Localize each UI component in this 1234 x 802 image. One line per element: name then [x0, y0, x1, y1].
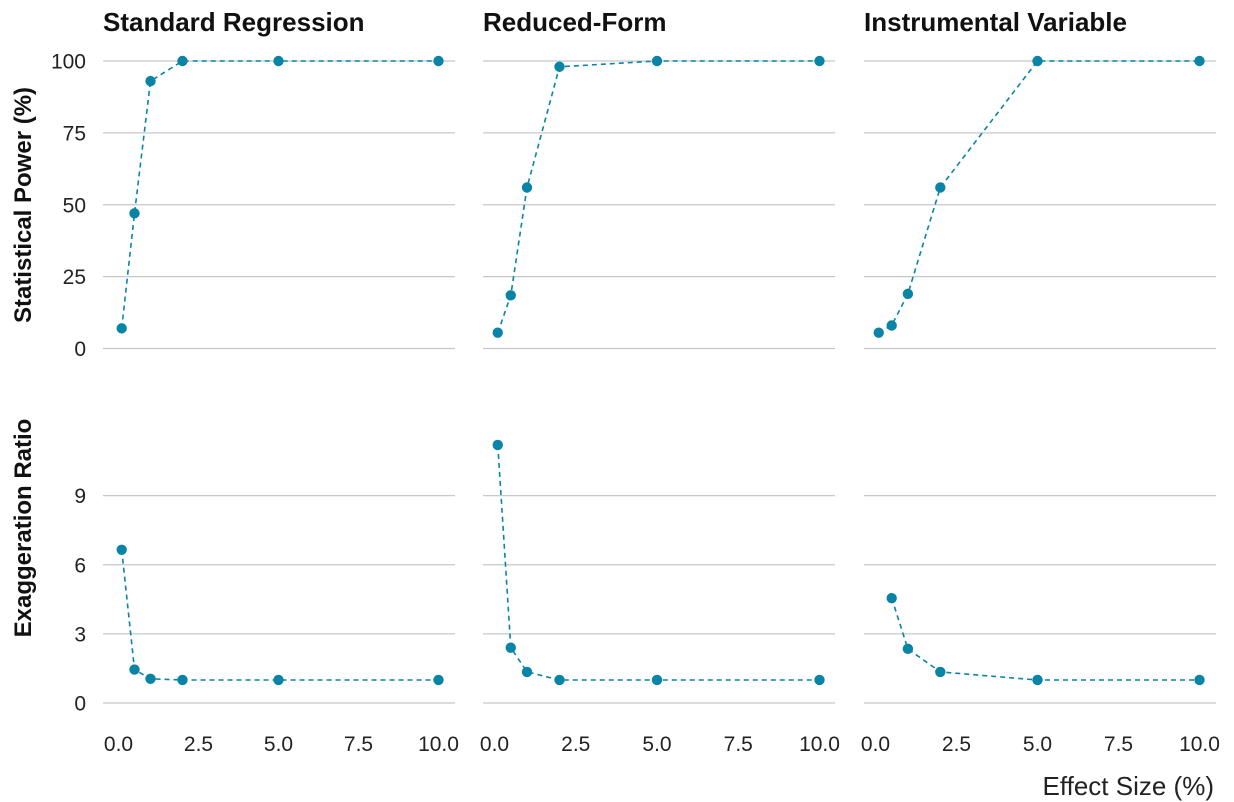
- panel-4-x-tick-label-4: 10.0: [799, 733, 840, 756]
- panel-4-point-1: [505, 642, 516, 653]
- panel-3-x-tick-label-1: 2.5: [184, 733, 213, 756]
- panel-5-point-1: [902, 643, 914, 655]
- panel-5-x-tick-label-4: 10.0: [1179, 733, 1220, 756]
- panel-3-x-tick-label-0: 0.0: [104, 733, 133, 756]
- panel-0-y-tick-label-2: 50: [63, 194, 86, 217]
- panel-0-point-1: [129, 208, 140, 219]
- panel-3-point-0: [116, 544, 127, 555]
- panel-0-series-line: [120, 60, 439, 329]
- panel-4-x-tick-label-1: 2.5: [561, 733, 590, 756]
- panel-5-x-tick-label-1: 2.5: [942, 733, 971, 756]
- panel-3-point-5: [433, 674, 444, 686]
- panel-0-y-tick-label-0: 0: [74, 338, 86, 361]
- panel-0-point-3: [177, 55, 188, 67]
- panel-4-point-5: [814, 674, 825, 686]
- panel-5-x-tick-label-3: 7.5: [1104, 733, 1133, 756]
- panel-2-point-2: [902, 288, 914, 300]
- panel-5: 0.0 2.5 5.0 7.5 10.0: [861, 494, 1220, 756]
- panel-5-point-4: [1194, 674, 1205, 686]
- panel-3-x-tick-label-4: 10.0: [418, 733, 459, 756]
- panel-4: 0.0 2.5 5.0 7.5 10.0: [480, 439, 840, 756]
- panel-4-point-2: [521, 666, 533, 678]
- panel-0-y-tick-label-4: 100: [51, 51, 86, 74]
- panel-2: [864, 55, 1216, 350]
- panel-2-point-0: [873, 327, 884, 338]
- panel-1-series-line: [497, 60, 820, 333]
- panel-3-point-3: [177, 674, 188, 686]
- panel-4-x-tick-label-3: 7.5: [724, 733, 753, 756]
- panel-3-y-tick-label-1: 3: [74, 623, 86, 646]
- panel-4-point-0: [492, 439, 503, 451]
- panel-5-point-2: [935, 666, 946, 678]
- panel-2-point-3: [935, 182, 946, 193]
- panel-title-reduced-form: Reduced-Form: [483, 7, 666, 37]
- plot-layer: 0 25 50 75 100 0 3 6 9 0.0 2.5 5.0 7.5 10.0 0.0 2.5 5.0 7…: [51, 51, 1220, 757]
- panel-1-point-2: [521, 182, 533, 193]
- panel-2-point-1: [886, 320, 897, 331]
- panel-2-point-5: [1194, 55, 1205, 67]
- panel-3-point-2: [145, 673, 156, 685]
- panel-1-point-3: [554, 61, 565, 72]
- panel-2-point-4: [1032, 55, 1043, 67]
- panel-3-x-tick-label-3: 7.5: [344, 733, 373, 756]
- panel-4-point-3: [554, 674, 565, 686]
- y-axis-title-exaggeration: Exaggeration Ratio: [10, 419, 37, 638]
- panel-5-x-tick-label-0: 0.0: [861, 733, 890, 756]
- panel-3-y-tick-label-0: 0: [74, 693, 86, 716]
- panel-5-point-0: [886, 592, 897, 604]
- panel-3-y-tick-label-3: 9: [74, 485, 86, 508]
- panel-4-series-line: [497, 444, 820, 681]
- panel-title-standard-regression: Standard Regression: [103, 7, 365, 37]
- panel-3-y-tick-label-2: 6: [74, 554, 86, 577]
- panel-3-series-line: [120, 549, 439, 681]
- panel-3-point-1: [129, 664, 140, 675]
- panel-1-point-0: [492, 327, 503, 338]
- panel-1-point-1: [505, 290, 516, 301]
- panel-0-point-2: [145, 75, 156, 87]
- panel-5-point-3: [1032, 674, 1043, 686]
- y-axis-title-power: Statistical Power (%): [10, 87, 37, 323]
- panel-0-y-tick-label-3: 75: [63, 122, 86, 145]
- panel-3: 0 3 6 9 0.0 2.5 5.0 7.5 10.0: [74, 485, 459, 756]
- panel-4-x-tick-label-0: 0.0: [480, 733, 509, 756]
- panel-title-instrumental-variable: Instrumental Variable: [864, 7, 1127, 37]
- panel-1-point-5: [814, 55, 825, 67]
- panel-0-y-tick-label-1: 25: [63, 266, 86, 289]
- panel-1: [483, 55, 835, 350]
- panel-5-x-tick-label-2: 5.0: [1023, 733, 1052, 756]
- panel-2-series-line: [878, 60, 1200, 334]
- panel-3-x-tick-label-2: 5.0: [264, 733, 293, 756]
- panel-0: 0 25 50 75 100: [51, 51, 455, 361]
- panel-4-x-tick-label-2: 5.0: [642, 733, 671, 756]
- panel-3-point-4: [273, 674, 284, 686]
- panel-0-point-5: [433, 55, 444, 67]
- x-axis-title: Effect Size (%): [1043, 771, 1214, 801]
- panel-0-point-0: [116, 323, 127, 334]
- panel-0-point-4: [273, 55, 284, 67]
- panel-4-point-4: [651, 674, 663, 686]
- panel-1-point-4: [651, 55, 663, 67]
